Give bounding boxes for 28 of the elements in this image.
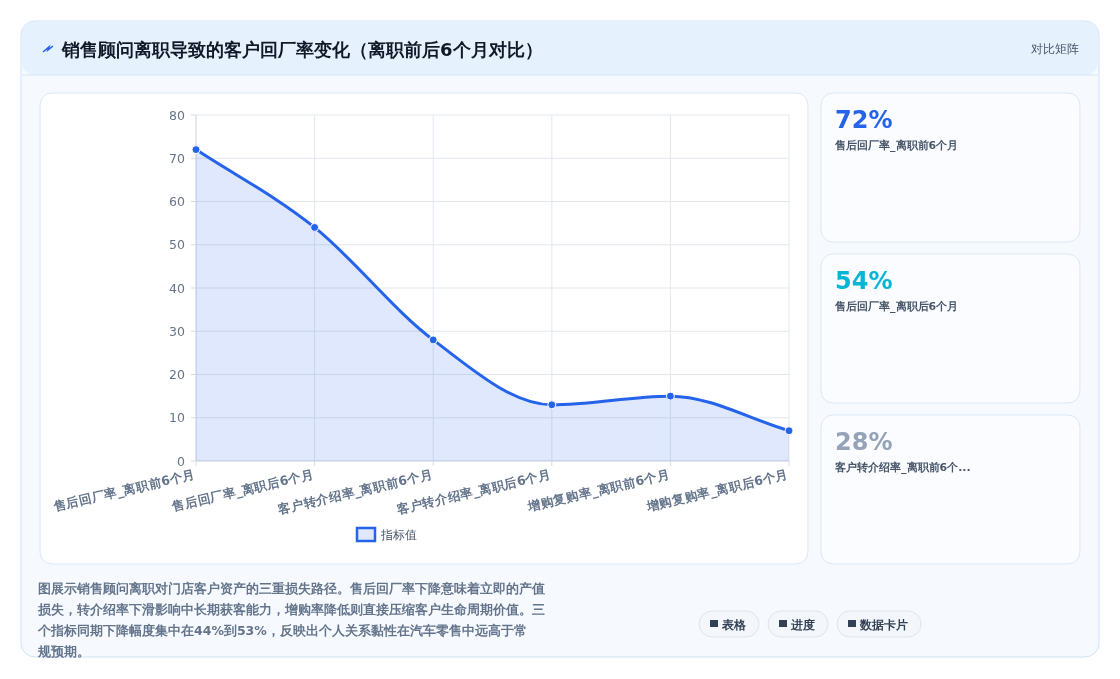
y-tick-label: 0 [177, 453, 186, 469]
y-tick-label: 80 [169, 107, 186, 123]
text: 客户转介绍率_离职前6个... [834, 461, 971, 474]
text: 进度 [790, 617, 815, 632]
chart-title: 销售顾问离职导致的客户回厂率变化（离职前后6个月对比） [61, 39, 543, 60]
y-tick-label: 10 [169, 410, 186, 426]
point [428, 335, 438, 345]
y-tick-label: 30 [169, 323, 186, 339]
point [310, 222, 320, 232]
text: 54% [835, 267, 893, 295]
text: 图展示销售顾问离职对门店客户资产的三重损失路径。售后回厂率下降意味着立即的产值损失，转介绍率下滑影响中长期获客能力，增购率降低则直接压缩客户生命周期价值。三个指标同期下降幅度集中在44%到53%，反映出个人关系黏性在汽车零售中远高于常规预期。 [37, 581, 545, 659]
text: 28% [835, 428, 893, 456]
y-tick-label: 40 [169, 280, 186, 296]
text: 对比矩阵 [1031, 42, 1079, 56]
text: 数据卡片 [859, 617, 908, 632]
text: 72% [835, 106, 893, 134]
text: 售后回厂率_离职后6个月 [834, 300, 959, 313]
point [547, 400, 557, 410]
point [784, 426, 794, 436]
y-tick-label: 50 [169, 237, 186, 253]
legend-label: 指标值 [380, 528, 417, 542]
point [191, 145, 201, 155]
y-tick-label: 60 [169, 194, 186, 209]
text: 售后回厂率_离职前6个月 [834, 139, 959, 152]
text: 表格 [721, 617, 747, 632]
y-tick-label: 70 [169, 150, 186, 166]
point [665, 391, 675, 401]
y-tick-label: 20 [169, 367, 186, 382]
